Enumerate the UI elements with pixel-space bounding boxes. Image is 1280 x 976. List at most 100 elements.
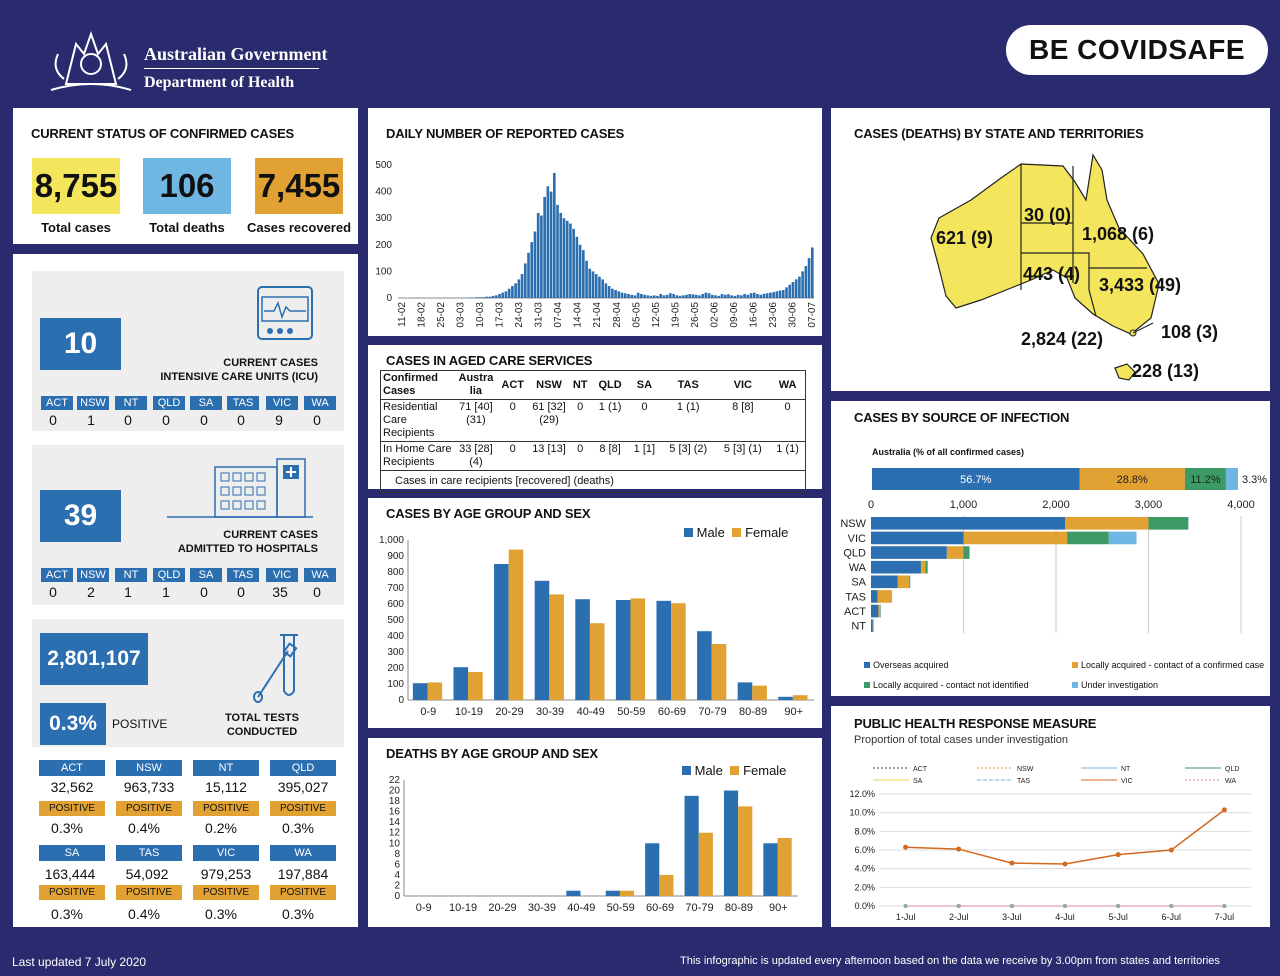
- daily-bar: [681, 295, 685, 298]
- y-tick-label: 10: [389, 838, 401, 849]
- covidsafe-badge[interactable]: BE COVIDSAFE: [1006, 25, 1268, 75]
- daily-bar: [798, 276, 801, 298]
- x-tick-label: 26-05: [690, 302, 701, 328]
- daily-bar: [678, 295, 682, 298]
- daily-bar: [688, 294, 692, 298]
- hosp-state-value: 0: [49, 584, 57, 600]
- aged-care-table: Confirmed Cases Austra lia ACT NSW NT QL…: [380, 370, 806, 493]
- legend-label: ACT: [913, 766, 928, 773]
- line-vic: [905, 809, 1225, 865]
- source-subtitle: Australia (% of all confirmed cases): [872, 447, 1025, 457]
- daily-bar: [643, 294, 646, 298]
- daily-bar: [778, 290, 782, 298]
- test-state-label: QLD: [270, 760, 336, 776]
- x-tick-label: 2-Jul: [949, 912, 969, 922]
- daily-bar: [698, 295, 701, 298]
- aged-cell: 33 [28] (4): [459, 443, 493, 468]
- daily-bar: [785, 287, 788, 298]
- test-positive-pct: 0.3%: [205, 906, 237, 922]
- point-vic: [1221, 807, 1227, 813]
- y-tick-label: 2: [394, 880, 400, 891]
- x-tick-label: 40-49: [577, 706, 605, 718]
- hosp-state-value: 2: [87, 584, 95, 600]
- source-bar: [878, 604, 881, 618]
- daily-bar: [488, 296, 492, 298]
- daily-bar: [781, 290, 785, 298]
- daily-bar: [733, 295, 737, 298]
- source-bar: [963, 531, 1068, 545]
- bar-male: [412, 683, 428, 700]
- y-tick-label: 600: [387, 599, 404, 610]
- source-bar: [1148, 517, 1189, 530]
- daily-bar: [791, 282, 795, 298]
- y-tick-label: 2.0%: [854, 882, 875, 892]
- aged-cell: 1 (1): [776, 443, 799, 455]
- aged-cell: 5 [3] (2): [669, 443, 708, 455]
- x-tick-label: 16-06: [748, 302, 759, 328]
- bar-male: [494, 564, 509, 700]
- x-tick-label: 4-Jul: [1055, 912, 1075, 922]
- point-vic: [1009, 860, 1015, 866]
- source-pct-segment: [1079, 468, 1185, 490]
- test-positive-pct: 0.3%: [51, 820, 83, 836]
- tests-total: 2,801,107: [40, 633, 148, 685]
- legend-label: NSW: [1017, 766, 1034, 773]
- daily-bar: [765, 293, 769, 298]
- daily-bar: [701, 294, 704, 298]
- daily-bar: [617, 291, 621, 298]
- department-name: Department of Health: [144, 74, 295, 91]
- positive-badge: POSITIVE: [116, 885, 182, 900]
- age-cases-title: CASES BY AGE GROUP AND SEX: [386, 506, 591, 521]
- bar-male: [656, 600, 672, 700]
- y-tick-label: 6: [394, 859, 400, 870]
- daily-bar: [572, 228, 575, 298]
- x-tick-label: 10-19: [449, 902, 477, 914]
- x-tick-label: 20-29: [488, 902, 516, 914]
- daily-bar: [794, 279, 798, 298]
- daily-bar: [801, 271, 804, 298]
- y-tick-label: 8: [394, 849, 400, 860]
- icu-state-value: 9: [275, 412, 283, 428]
- map-panel: CASES (DEATHS) BY STATE AND TERRITORIES …: [831, 108, 1270, 391]
- hospital-value: 39: [40, 490, 121, 542]
- gov-name: Australian Government: [144, 44, 328, 64]
- positive-badge: POSITIVE: [193, 801, 259, 816]
- hosp-state-value: 0: [200, 584, 208, 600]
- recovered-box: 7,455: [255, 158, 343, 214]
- map-label-qld: 1,068 (6): [1082, 224, 1155, 244]
- aged-cell: 5 [3] (1): [723, 443, 762, 455]
- icu-state-value: 0: [49, 412, 57, 428]
- aged-care-title: CASES IN AGED CARE SERVICES: [386, 353, 593, 368]
- x-tick-label: 40-49: [567, 902, 595, 914]
- aged-row-home: In Home Care Recipients 33 [28] (4) 0 13…: [380, 442, 806, 471]
- daily-bar: [578, 244, 582, 298]
- aged-header-cell: Confirmed Cases: [383, 372, 438, 397]
- test-count: 963,733: [123, 779, 175, 795]
- covidsafe-be: BE COVID: [1028, 34, 1169, 65]
- icu-state-value: 0: [124, 412, 132, 428]
- point-vic: [903, 844, 909, 850]
- daily-bar: [543, 196, 546, 298]
- daily-bar: [533, 231, 537, 298]
- category-label: SA: [851, 577, 866, 589]
- aged-header-cell: NT: [572, 378, 588, 391]
- daily-bar: [752, 292, 756, 298]
- tests-positive-label: POSITIVE: [112, 717, 168, 731]
- tests-caption: TOTAL TESTS CONDUCTED: [207, 711, 317, 739]
- covidsafe-safe: SAFE: [1168, 34, 1246, 65]
- legend-swatch: [1072, 662, 1078, 668]
- australia-map-icon: [930, 153, 1160, 381]
- test-count: 163,444: [44, 866, 96, 882]
- test-positive-pct: 0.3%: [51, 906, 83, 922]
- map-label-act: 108 (3): [1161, 322, 1219, 342]
- total-deaths-label: Total deaths: [149, 220, 225, 235]
- daily-bar: [788, 284, 792, 298]
- daily-bar: [640, 294, 643, 298]
- bar-female: [427, 682, 443, 700]
- bar-female: [777, 838, 792, 896]
- bar-female: [630, 598, 646, 700]
- daily-bar: [559, 212, 563, 298]
- legend-label: SA: [913, 778, 923, 785]
- test-state-label: NT: [193, 760, 259, 776]
- aged-row-residential: Residential Care Recipients 71 [40] (31)…: [380, 400, 806, 442]
